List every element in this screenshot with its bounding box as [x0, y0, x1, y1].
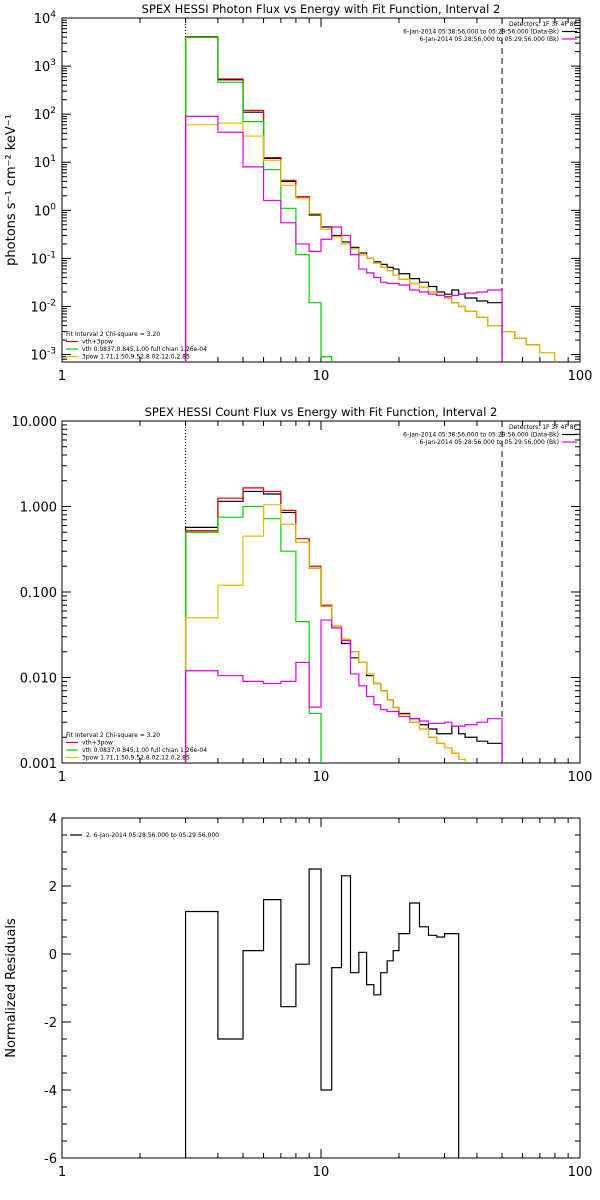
- chart-title: SPEX HESSI Count Flux vs Energy with Fit…: [145, 405, 498, 419]
- legend-top-left-text: 2. 6-Jan-2014 05:28:56.000 to 05:29:56.0…: [86, 832, 219, 839]
- y-axis-label: Normalized Residuals: [4, 918, 19, 1058]
- y-tick-label: 1.000: [20, 501, 57, 516]
- y-tick-label: 10-1: [30, 250, 56, 267]
- chart-panel-1: SPEX HESSI Photon Flux vs Energy with Fi…: [4, 2, 592, 384]
- series-line-data-bk: [184, 490, 503, 763]
- y-tick-label: 2: [49, 880, 57, 895]
- y-tick-label: -2: [44, 1016, 57, 1031]
- legend-bottom-left-text: 3pow 1.71,1.50,9.52,8.02,12.0,2.85: [82, 755, 190, 762]
- y-tick-label: 0.100: [20, 586, 57, 601]
- y-tick-label: -6: [44, 1152, 57, 1167]
- series-line-vth: [184, 36, 333, 362]
- legend-top-right-text: 6-Jan-2014 05:38:56.000 to 05:29:56.000 …: [403, 29, 559, 36]
- y-axis-label: photons s⁻¹ cm⁻² keV⁻¹: [4, 114, 19, 266]
- legend-bottom-left-text: vth 0.0837,0.845,1.00 full chian 1.26e-0…: [82, 346, 207, 353]
- y-tick-label: 0.010: [20, 672, 57, 687]
- x-tick-label: 10: [313, 770, 330, 785]
- series-line-vth-3pow: [184, 36, 556, 362]
- legend-top-right-text: 6-Jan-2014 05:28:56.000 to 05:29:56.000 …: [419, 439, 559, 446]
- x-tick-label: 1: [58, 770, 66, 785]
- x-tick-label: 10: [313, 369, 330, 384]
- series-line-vth: [184, 505, 322, 763]
- series-line-bk: [184, 115, 503, 362]
- x-tick-label: 1: [58, 369, 66, 384]
- legend-top-right-text: 6-Jan-2014 05:38:56.000 to 05:29:56.000 …: [403, 432, 559, 439]
- legend-bottom-left-text: Fit Interval 2 Chi-square = 3.20: [66, 331, 160, 338]
- y-tick-label: 103: [34, 58, 56, 75]
- legend-bottom-left-text: vth+3pow: [82, 339, 113, 346]
- legend-top-right: Detectors: 1F 3F 4F 8F6-Jan-2014 05:38:5…: [403, 424, 577, 446]
- legend-top-right-text: Detectors: 1F 3F 4F 8F: [509, 424, 578, 431]
- chart-title: SPEX HESSI Photon Flux vs Energy with Fi…: [142, 2, 501, 16]
- y-tick-label: 0.001: [20, 757, 57, 772]
- x-tick-label: 100: [568, 369, 593, 384]
- x-tick-label: 100: [568, 770, 593, 785]
- legend-bottom-left-text: Fit Interval 2 Chi-square = 3.20: [66, 732, 160, 739]
- y-tick-label: 100: [34, 202, 57, 219]
- legend-bottom-left-text: 3pow 1.71,1.50,9.52,8.02,12.0,2.85: [82, 354, 190, 361]
- y-tick-label: -4: [44, 1084, 57, 1099]
- y-tick-label: 104: [34, 10, 57, 27]
- data-layer: [184, 868, 460, 1158]
- x-tick-label: 100: [568, 1165, 593, 1180]
- series-line-3pow: [184, 504, 466, 763]
- y-tick-label: 10-3: [30, 347, 56, 364]
- data-layer: [184, 421, 503, 763]
- data-layer: [184, 18, 556, 362]
- series-line-residuals: [184, 868, 460, 1158]
- y-tick-label: 101: [34, 154, 56, 171]
- y-tick-label: 10-2: [30, 298, 56, 315]
- series-line-data-bk: [184, 36, 503, 362]
- y-tick-label: 102: [34, 106, 56, 123]
- series-line-bk: [184, 619, 503, 763]
- legend-bottom-left-text: vth+3pow: [82, 740, 113, 747]
- legend-top-right: Detectors: 1F 3F 4F 8F6-Jan-2014 05:38:5…: [403, 21, 577, 43]
- series-line-3pow: [184, 122, 556, 362]
- x-tick-label: 10: [313, 1165, 330, 1180]
- chart-panel-3: 1 10 100 4 2 0 -2 -4 -6 Normalized Residuals 2. 6-…: [4, 812, 592, 1180]
- y-tick-label: 0: [49, 948, 57, 963]
- y-tick-label: 4: [49, 812, 57, 827]
- legend-top-left: 2. 6-Jan-2014 05:28:56.000 to 05:29:56.0…: [70, 832, 219, 839]
- x-tick-label: 1: [58, 1165, 66, 1180]
- chart-panel-2: SPEX HESSI Count Flux vs Energy with Fit…: [12, 405, 593, 785]
- series-line-vth-3pow: [184, 487, 466, 763]
- legend-bottom-left: Fit Interval 2 Chi-square = 3.20vth+3pow…: [66, 331, 207, 361]
- legend-bottom-left: Fit Interval 2 Chi-square = 3.20vth+3pow…: [66, 732, 207, 762]
- legend-bottom-left-text: vth 0.0837,0.845,1.00 full chian 1.26e-0…: [82, 747, 207, 754]
- legend-top-right-text: Detectors: 1F 3F 4F 8F: [509, 21, 578, 28]
- y-tick-label: 10.000: [12, 415, 58, 430]
- legend-top-right-text: 6-Jan-2014 05:28:56.000 to 05:29:56.000 …: [419, 36, 559, 43]
